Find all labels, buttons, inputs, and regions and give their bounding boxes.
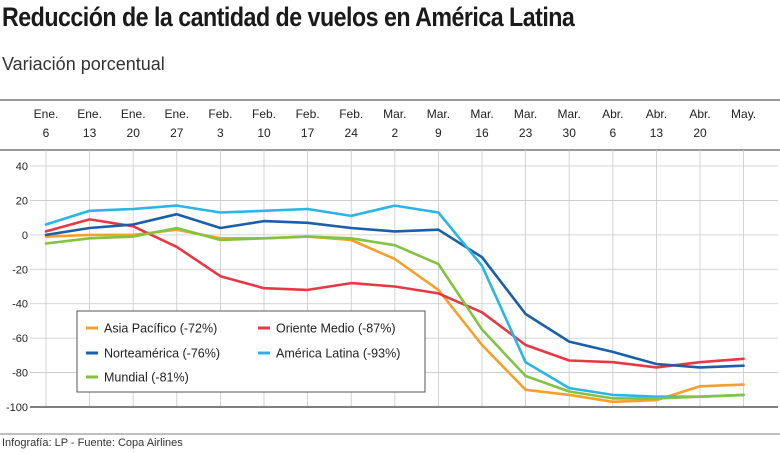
legend-label: Oriente Medio (-87%) (276, 322, 396, 336)
x-tick-label: Feb. (252, 107, 276, 121)
x-tick-label: Mar. (427, 107, 450, 121)
x-tick-label: Feb. (208, 107, 232, 121)
legend: Asia Pacífico (-72%) Oriente Medio (-87%)… (76, 310, 426, 393)
series-lines (44, 204, 745, 404)
series-line (44, 204, 745, 399)
x-tick-label: 30 (563, 126, 577, 140)
x-tick-label: 24 (345, 126, 359, 140)
x-tick-label: Ene. (121, 107, 146, 121)
x-tick-label: 20 (127, 126, 141, 140)
x-tick-label: Ene. (164, 107, 189, 121)
x-tick-label: 6 (609, 126, 616, 140)
series-line (44, 226, 745, 400)
x-tick-label: 27 (170, 126, 184, 140)
x-tick-label: 16 (475, 126, 489, 140)
legend-label: Asia Pacífico (-72%) (104, 322, 217, 336)
x-tick-label: Mar. (470, 107, 493, 121)
x-tick-label: Feb. (339, 107, 363, 121)
x-tick-label: Abr. (646, 107, 667, 121)
x-tick-label: 17 (301, 126, 315, 140)
legend-box (76, 310, 426, 393)
x-tick-label: 6 (43, 126, 50, 140)
y-tick-label: -40 (12, 299, 28, 311)
y-tick-label: -60 (12, 333, 28, 345)
y-tick-label: -80 (12, 368, 28, 380)
legend-label: Mundial (-81%) (104, 371, 189, 385)
y-tick-label: 0 (22, 230, 28, 242)
x-tick-label: May. (731, 107, 756, 121)
x-tick-label: Mar. (383, 107, 406, 121)
x-tick-label: Ene. (34, 107, 59, 121)
x-tick-label: 20 (693, 126, 707, 140)
x-tick-label: 23 (519, 126, 533, 140)
x-tick-label: 2 (391, 126, 398, 140)
y-tick-label: -100 (6, 402, 28, 414)
x-tick-label: Abr. (602, 107, 623, 121)
x-axis-labels: Ene. 6 Ene. 13 Ene. 20 Ene. 27 Feb. 3 Feb. 10 Feb. 17… (34, 107, 757, 140)
chart-subtitle: Variación porcentual (2, 54, 165, 74)
source-footer: Infografía: LP - Fuente: Copa Airlines (2, 437, 183, 449)
y-tick-label: 40 (16, 161, 28, 173)
x-tick-label: 9 (435, 126, 442, 140)
x-tick-label: Mar. (558, 107, 581, 121)
y-tick-label: 20 (16, 195, 28, 207)
x-tick-label: 10 (257, 126, 271, 140)
y-axis-labels: 40 20 0 -20 -40 -60 -80 -100 (6, 161, 28, 414)
legend-label: América Latina (-93%) (276, 347, 400, 361)
x-tick-label: Feb. (296, 107, 320, 121)
series-line (44, 212, 745, 369)
legend-label: Norteamérica (-76%) (104, 347, 220, 361)
x-tick-label: Mar. (514, 107, 537, 121)
header-separator-lines (0, 99, 780, 151)
x-tick-label: 13 (650, 126, 664, 140)
series-line (44, 218, 745, 369)
y-tick-label: -20 (12, 264, 28, 276)
x-tick-label: 3 (217, 126, 224, 140)
chart-title: Reducción de la cantidad de vuelos en Am… (2, 2, 575, 32)
x-tick-label: Abr. (689, 107, 710, 121)
x-tick-label: Ene. (77, 107, 102, 121)
x-tick-label: 13 (83, 126, 97, 140)
